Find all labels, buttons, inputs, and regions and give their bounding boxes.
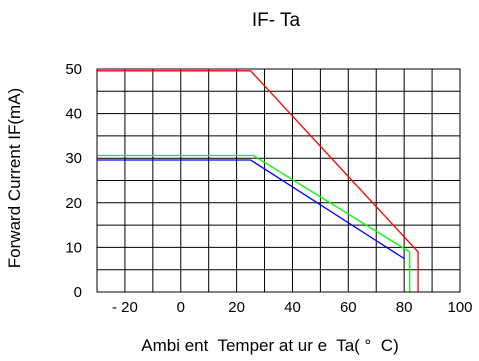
x-tick-label: 40 [284,299,301,316]
y-tick-label: 30 [65,150,82,167]
x-tick-label: 80 [396,299,413,316]
y-axis-label: Forward Current IF(mA) [5,88,24,268]
x-tick-label: 0 [177,299,185,316]
series-line-2 [97,154,411,292]
y-tick-label: 20 [65,195,82,212]
series-group [97,70,419,292]
x-tick-label: 100 [447,299,472,316]
y-tick-label: 0 [74,284,82,301]
grid [97,68,460,292]
tick-labels: - 20 0 20 40 60 80 100 0 10 20 30 40 50 [65,61,472,316]
y-tick-label: 50 [65,61,82,78]
series-line-1 [97,70,419,292]
x-tick-label: 20 [228,299,245,316]
x-axis-label: Ambi ent Temper at ur e Ta( ° C) [141,336,399,355]
x-tick-label: 60 [340,299,357,316]
plot-frame [96,68,461,293]
series-line-3 [97,159,405,260]
x-tick-label: - 20 [112,299,138,316]
y-tick-label: 10 [65,239,82,256]
chart-title: IF- Ta [252,10,301,31]
y-tick-label: 40 [65,106,82,123]
